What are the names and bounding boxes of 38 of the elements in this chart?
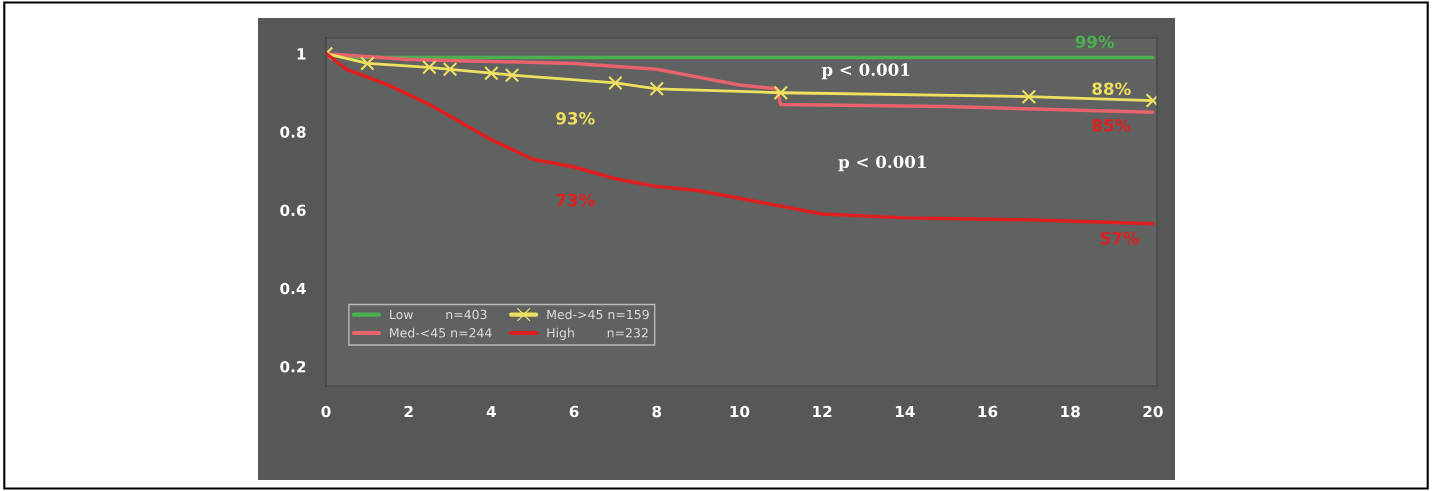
annotation: 73% [556, 193, 595, 207]
point [1021, 89, 1037, 104]
point [649, 81, 665, 97]
x-tick-label: 8 [652, 405, 662, 418]
x-tick-label: 0 [321, 405, 331, 418]
point [422, 60, 437, 75]
y-tick-label: 0.6 [280, 204, 306, 217]
y-tick-label: 1 [297, 48, 306, 60]
x-tick-label: 4 [486, 405, 496, 418]
annotation: p < 0.001 [838, 155, 926, 172]
legend-label: Med->45 n=159 [547, 309, 649, 320]
legend-label: Low n=403 [390, 309, 487, 320]
point [442, 61, 458, 77]
legend-label: Med-<45 n=244 [390, 327, 492, 338]
point [773, 85, 789, 101]
y-tick-label: 0.8 [280, 126, 306, 138]
y-tick-label: 0.2 [280, 360, 306, 373]
x-tick-label: 2 [404, 405, 413, 418]
annotation: 99% [1075, 35, 1115, 49]
point [504, 67, 520, 83]
annotation: 93% [556, 112, 595, 125]
x-tick-label: 6 [569, 405, 579, 418]
x-tick-label: 14 [895, 405, 915, 418]
annotation: p < 0.001 [821, 63, 910, 80]
point [484, 65, 499, 81]
y-tick-label: 0.4 [280, 282, 306, 295]
x-tick-label: 10 [730, 405, 750, 418]
point [360, 56, 375, 71]
x-tick-label: 20 [1143, 405, 1163, 418]
line-series [326, 51, 1155, 226]
legend-label: High n=232 [547, 327, 648, 340]
annotation: 57% [1100, 232, 1140, 245]
annotation: 85% [1092, 118, 1131, 132]
annotation: 88% [1092, 82, 1131, 96]
x-tick-label: 16 [978, 405, 998, 418]
x-tick-label: 18 [1061, 405, 1080, 418]
point [608, 75, 623, 91]
x-tick-label: 12 [813, 405, 832, 418]
